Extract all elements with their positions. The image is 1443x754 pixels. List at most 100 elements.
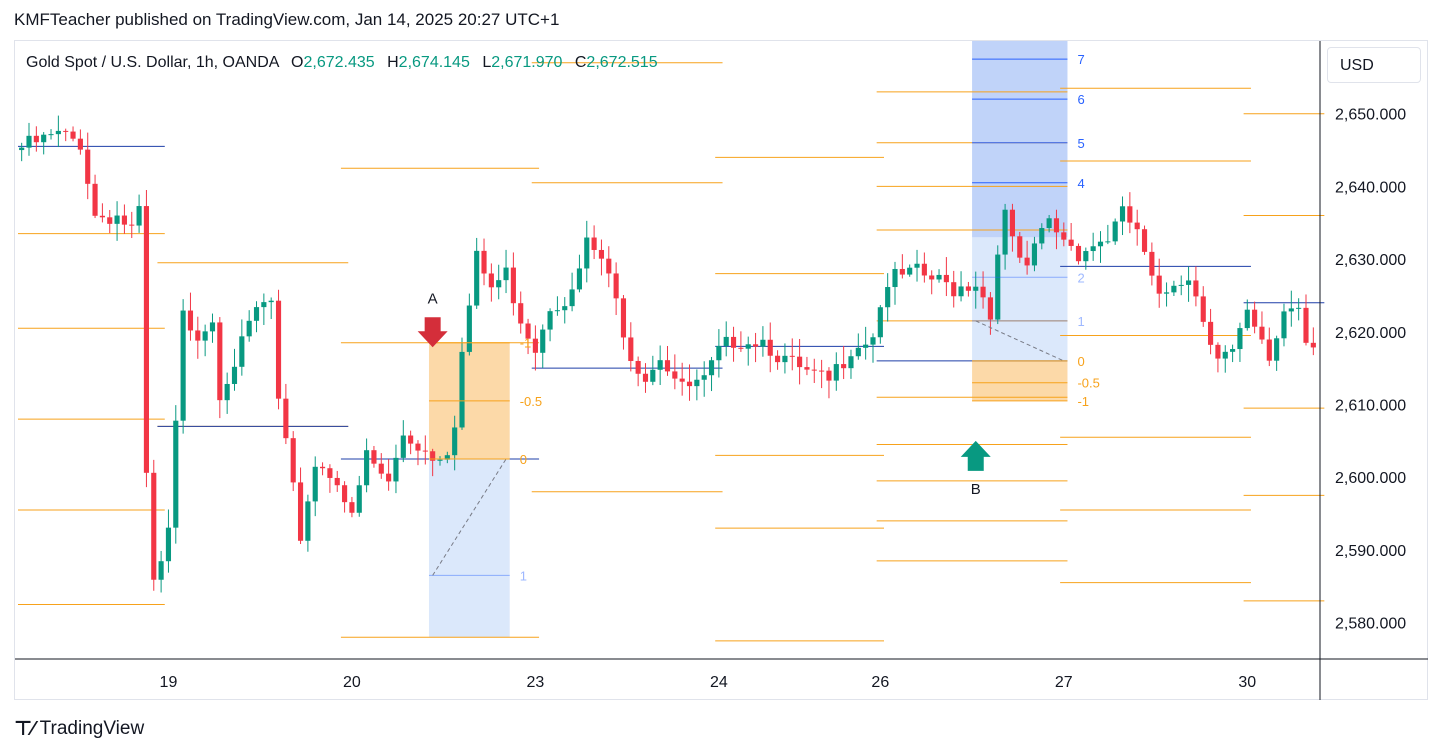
candle-body (965, 286, 971, 291)
candle-body (327, 468, 333, 478)
candle-body (782, 355, 788, 363)
candle-body (576, 268, 583, 290)
fib-level-label: 5 (1077, 136, 1084, 151)
candle-body (1208, 321, 1214, 345)
y-tick-label: 2,650.000 (1335, 107, 1406, 124)
candle-body (1090, 246, 1096, 252)
fib-level-label: 0 (520, 452, 527, 467)
candle-body (319, 466, 326, 469)
candle-body (26, 135, 32, 148)
candle-body (158, 561, 164, 580)
candle-body (386, 473, 392, 482)
candle-body (33, 135, 39, 143)
candle-body (760, 339, 766, 347)
candle-body (1303, 307, 1309, 343)
candle-body (1068, 239, 1074, 246)
candle-body (723, 336, 729, 346)
candle-body (70, 131, 76, 139)
candle-body (283, 398, 289, 439)
candle-body (444, 455, 450, 460)
fib-level-label: 1 (1077, 314, 1084, 329)
candle-body (848, 356, 854, 369)
candle-body (738, 347, 744, 349)
candle-body (63, 130, 69, 132)
candle-body (863, 344, 869, 348)
candle-body (378, 463, 384, 474)
candle-body (349, 502, 355, 513)
candle-body (1097, 241, 1104, 247)
footer-brand[interactable]: ⊤⁄ TradingView (14, 716, 144, 741)
candle-body (907, 267, 913, 275)
ohlc-legend: Gold Spot / U.S. Dollar, 1h, OANDA O2,67… (26, 54, 658, 72)
candle-body (496, 280, 502, 288)
candle-body (562, 306, 568, 311)
candle-body (187, 310, 194, 331)
candle-body (121, 215, 127, 225)
candle-body (488, 273, 494, 288)
fib-level-label: 4 (1077, 176, 1084, 191)
candle-body (569, 289, 575, 307)
candle-body (686, 381, 693, 387)
candle-body (1252, 309, 1258, 327)
candle-body (598, 249, 605, 259)
candle-body (422, 450, 428, 452)
candle-body (209, 322, 216, 332)
candle-body (129, 224, 135, 226)
currency-button[interactable]: USD (1327, 47, 1421, 83)
fib-dash-line (975, 320, 1065, 362)
candle-body (620, 298, 627, 338)
open-value: 2,672.435 (303, 54, 375, 71)
candle-body (1031, 243, 1038, 266)
candle-body (342, 485, 348, 503)
candle-body (85, 149, 91, 184)
candle-body (48, 134, 54, 136)
candle-body (173, 420, 179, 528)
fib-level-label: 6 (1077, 92, 1084, 107)
y-tick-label: 2,620.000 (1335, 325, 1406, 342)
candle-body (708, 360, 715, 376)
arrow-down-icon (417, 317, 448, 348)
candle-body (268, 300, 274, 303)
candle-body (1237, 328, 1243, 350)
candle-body (246, 320, 252, 337)
candle-body (540, 329, 546, 353)
candle-body (92, 183, 98, 216)
candle-body (19, 147, 25, 151)
candle-body (136, 206, 142, 226)
candle-body (466, 305, 472, 352)
candle-body (107, 217, 113, 224)
symbol-label[interactable]: Gold Spot / U.S. Dollar, 1h, OANDA (26, 54, 279, 71)
candle-body (833, 364, 839, 381)
candle-body (1244, 309, 1250, 329)
fib-level-label: -1 (520, 336, 532, 351)
fib-zone-orange (972, 360, 1068, 401)
candle-body (77, 138, 83, 150)
candle-body (672, 371, 678, 379)
candle-body (1149, 251, 1155, 276)
candle-body (606, 258, 612, 274)
chart-frame (14, 40, 1428, 700)
candle-body (400, 435, 406, 458)
fib-level-label: 0 (1077, 354, 1084, 369)
arrow-label: B (971, 481, 981, 498)
publisher-header: KMFTeacher published on TradingView.com,… (14, 10, 560, 29)
candle-body (151, 472, 157, 580)
candle-body (415, 443, 421, 451)
y-tick-label: 2,640.000 (1335, 179, 1406, 196)
candle-body (202, 331, 208, 341)
candle-body (929, 275, 935, 280)
candle-body (459, 351, 465, 428)
candle-body (1230, 349, 1236, 352)
candle-body (1288, 308, 1294, 312)
candle-body (1178, 284, 1184, 286)
candle-body (474, 250, 480, 306)
candle-body (694, 379, 700, 387)
candle-body (811, 369, 817, 371)
candle-body (899, 268, 905, 275)
candle-body (987, 297, 993, 320)
candle-body (195, 330, 201, 341)
candle-body (664, 360, 671, 372)
candle-body (510, 267, 516, 304)
axes: 2,580.000 2,590.000 2,600.000 2,610.000 2,62… (15, 41, 1428, 700)
